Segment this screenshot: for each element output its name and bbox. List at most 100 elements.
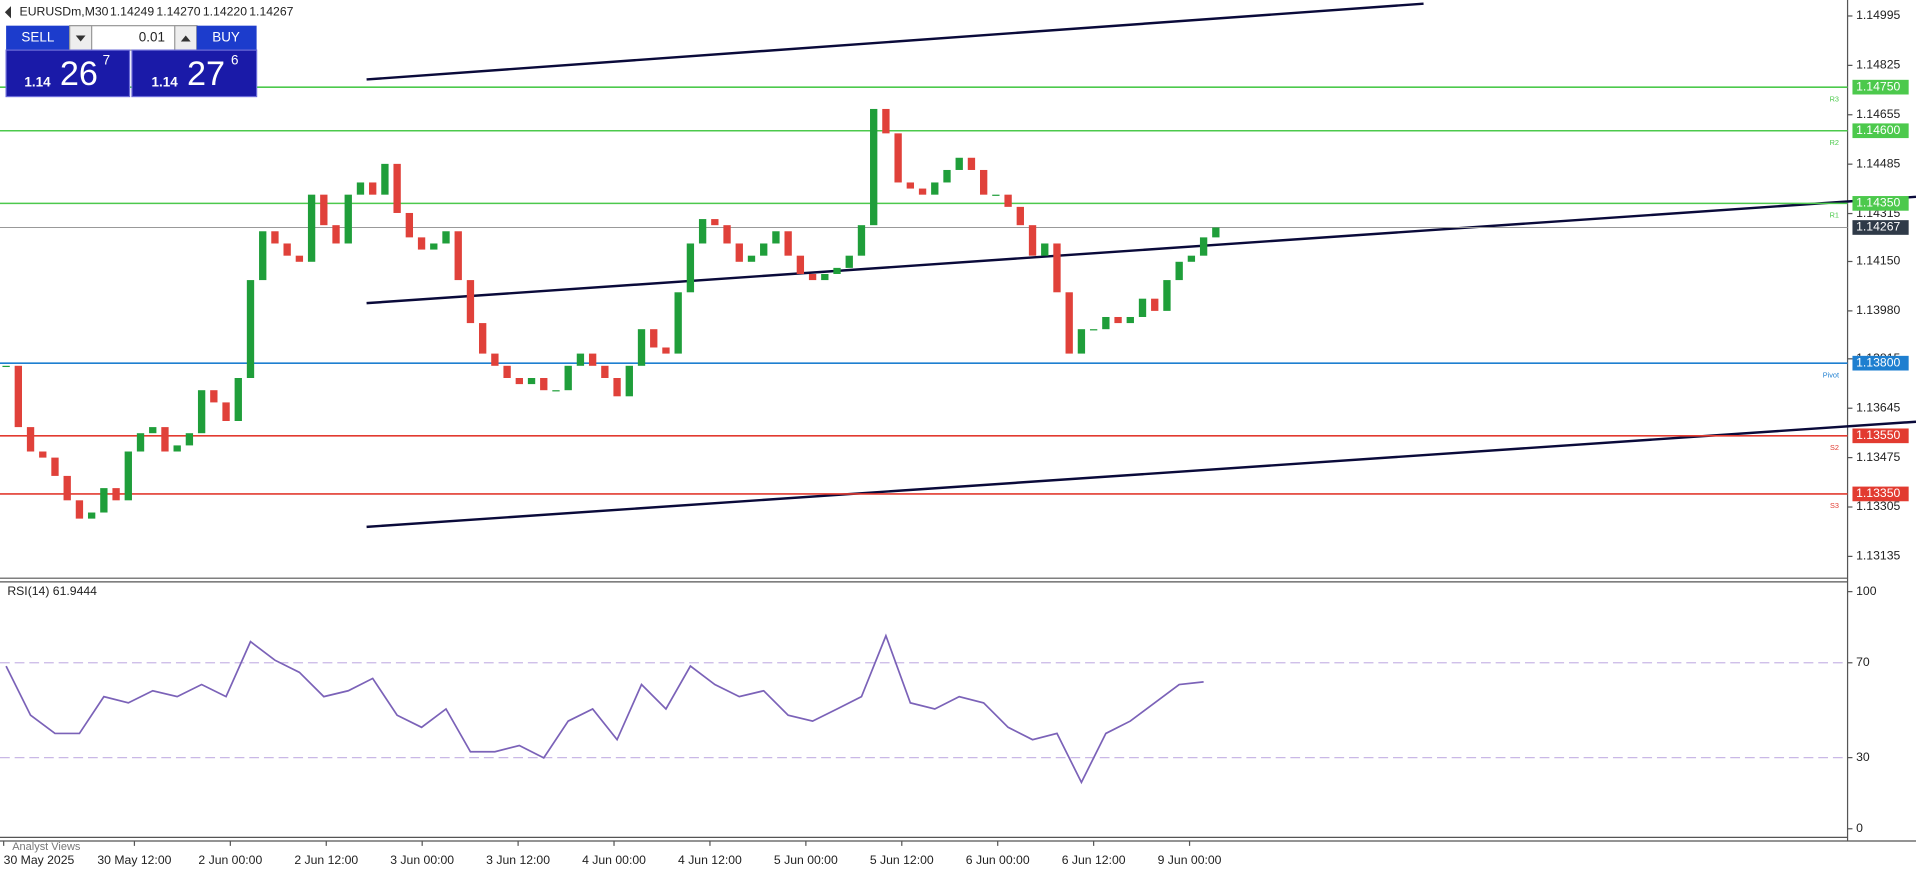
candle [1187,255,1196,262]
candle [760,243,768,256]
level-name: S2 [1830,443,1839,452]
sell-button[interactable] [6,25,70,51]
candle [393,163,401,213]
candle [784,231,792,256]
ohlc-close: 1.14267 [249,4,293,18]
candle [625,365,633,397]
candle [1053,243,1061,293]
candle [197,390,206,434]
y-tick-label: 1.13135 [1856,549,1900,563]
current-price-label: 1.14267 [1856,220,1900,234]
candle [870,108,878,226]
candles [2,108,1220,519]
candle [821,273,829,281]
ask-box[interactable] [131,49,258,98]
rsi-tick-label: 0 [1856,821,1863,835]
candle [271,231,279,244]
candle [1089,329,1098,331]
candle [1102,316,1110,330]
candle [173,445,181,452]
level-name: S3 [1830,501,1839,510]
candle [442,231,450,244]
candle [26,427,35,452]
candle [14,365,22,428]
candle [564,365,572,391]
y-tick-label: 1.14485 [1856,156,1900,170]
candle [479,323,487,354]
candle [124,451,132,501]
x-tick-label: 3 Jun 12:00 [486,853,550,867]
candle [39,451,47,458]
x-tick-label: 2 Jun 12:00 [294,853,358,867]
ohlc-low: 1.14220 [203,4,247,18]
candle [87,512,96,519]
candle [405,212,414,238]
candle [259,231,267,281]
candle [295,255,304,262]
y-tick-label: 1.14825 [1856,58,1900,72]
y-tick-label: 1.14995 [1856,8,1900,22]
header-icon [4,6,11,19]
candle [796,255,805,274]
candle [833,267,841,274]
candle [222,402,230,421]
y-tick-label: 1.14150 [1856,254,1900,268]
bid-fraction: 7 [103,53,110,68]
candle [1114,316,1122,324]
level-name: Pivot [1823,370,1839,379]
candle [332,225,340,244]
candle [967,157,976,170]
candle [723,225,731,244]
level-label-box [1852,486,1909,502]
candle [63,475,71,501]
candle [1016,206,1024,226]
buy-label[interactable]: BUY [212,29,240,44]
y-tick-label: 1.13645 [1856,400,1900,414]
candle [51,457,59,476]
candle [515,377,523,385]
buy-button[interactable] [196,25,257,51]
level-label: 1.14350 [1856,196,1900,210]
candle [100,488,108,513]
candle [1212,227,1220,238]
candle [112,488,120,501]
analyst-views-tab[interactable]: Analyst Views [12,841,81,853]
sell-label[interactable]: SELL [21,29,54,44]
candle [943,169,951,183]
axes: 1.149951.148251.146551.144851.143151.141… [3,8,1909,867]
candle [1126,316,1134,324]
candle [650,329,658,348]
candle [1065,292,1073,354]
ohlc-high: 1.14270 [156,4,200,18]
candle [552,390,560,392]
level-label-box [1852,355,1909,371]
candle [857,225,866,256]
ask-pips: 27 [187,55,225,93]
x-tick-label: 30 May 2025 [4,853,75,867]
candle [75,500,84,519]
x-tick-label: 30 May 12:00 [97,853,171,867]
rsi-tick-label: 100 [1856,584,1877,598]
level-label-box [1852,123,1909,139]
bid-box[interactable] [5,49,131,98]
level-label-box [1852,428,1909,444]
candle [161,427,169,452]
candle [992,194,1000,196]
candle [136,433,145,452]
rsi-tick-label: 30 [1856,750,1870,764]
bid-pips: 26 [60,55,98,93]
level-label: 1.13550 [1856,428,1900,442]
candle [772,231,780,244]
candle [344,194,352,244]
candle [845,255,853,268]
candle [246,280,255,378]
candle [185,433,194,446]
candle [283,243,291,256]
candle [1077,329,1086,354]
candle [882,108,890,134]
candle [662,347,670,354]
lot-value[interactable]: 0.01 [139,29,165,44]
x-tick-label: 2 Jun 00:00 [198,853,262,867]
candle [1175,261,1183,281]
